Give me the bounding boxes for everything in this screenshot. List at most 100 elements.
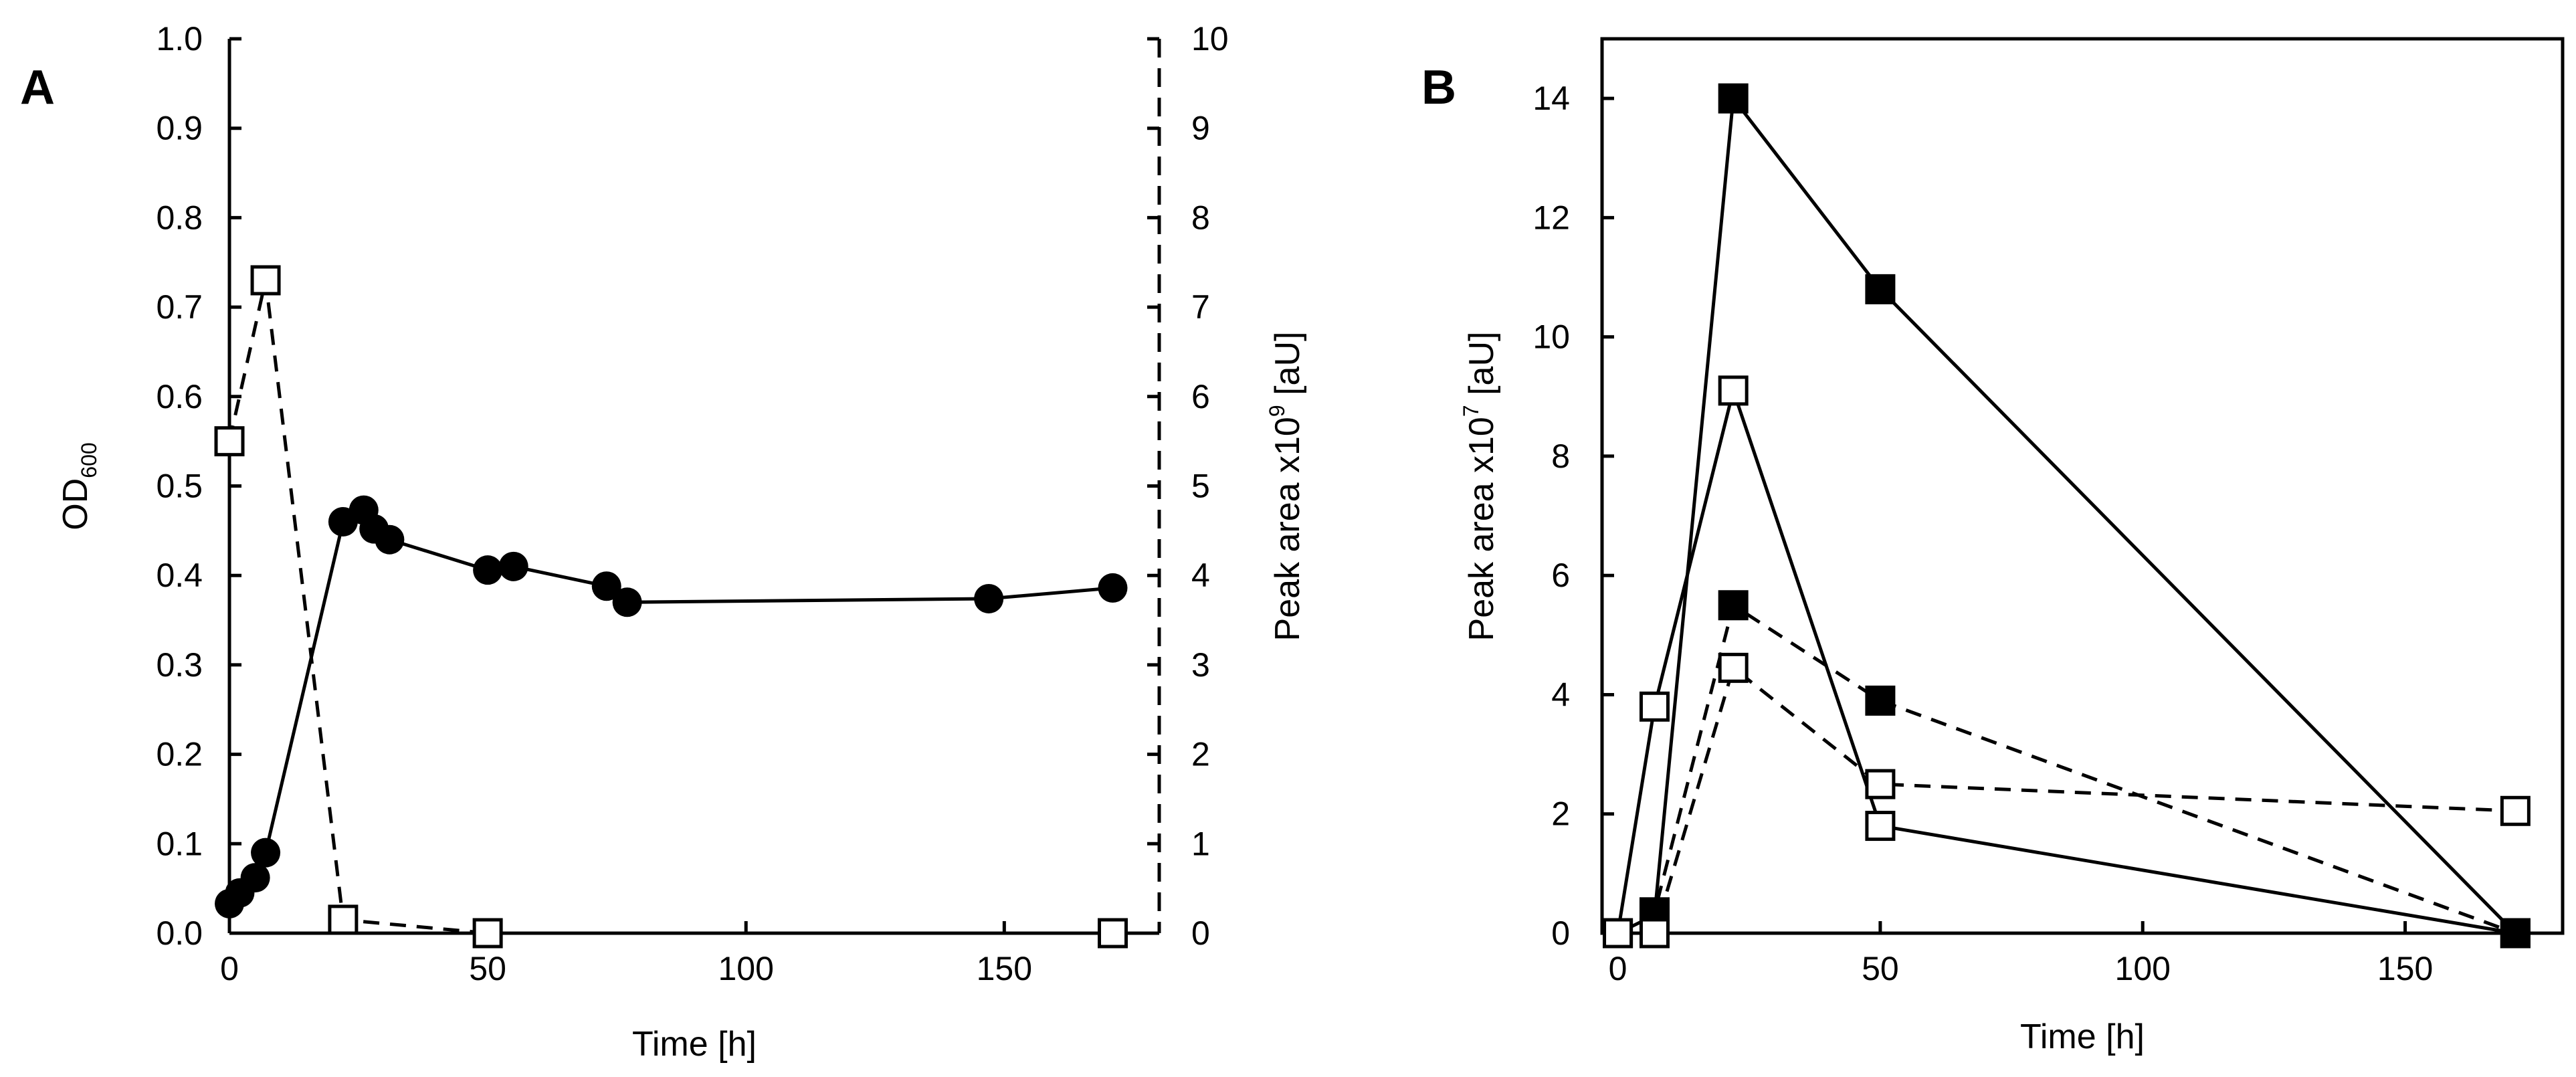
panel-a-right-axis-title: Peak area x109 [aU] — [1265, 332, 1307, 642]
panel-a-x-tick-label: 150 — [977, 950, 1032, 987]
panel-a-left-tick-label: 1.0 — [156, 20, 203, 58]
panel-b-y-tick-label: 6 — [1551, 557, 1570, 594]
panel-b-x-tick-labels: 0 50 100 150 — [1609, 950, 2434, 987]
panel-a-ticks — [227, 37, 1159, 935]
panel-a-series-1-point-4 — [1098, 918, 1128, 949]
panel-b-y-tick-label: 8 — [1551, 437, 1570, 475]
panel-b-series-2 — [1603, 590, 2531, 949]
panel-b-series-2-point-3 — [1865, 685, 1896, 716]
panel-b-y-tick-label: 2 — [1551, 795, 1570, 833]
od-label: OD — [56, 478, 95, 530]
peak-area-exponent: 9 — [1265, 405, 1289, 417]
panel-b-series-2-line — [1617, 602, 2516, 935]
panel-a-series-1 — [214, 265, 1128, 949]
panel-a-left-tick-label: 0.8 — [156, 199, 203, 236]
panel-a-series-1-point-0 — [214, 426, 245, 457]
panel-a-series — [214, 265, 1128, 949]
peak-area-label: Peak area x10 — [1268, 417, 1307, 641]
panel-a-left-tick-label: 0.5 — [156, 468, 203, 505]
panel-b-x-tick-label: 100 — [2115, 950, 2171, 987]
panel-b-series-3-line — [1617, 665, 2516, 935]
panel-a-left-axis-title: OD600 — [56, 442, 101, 530]
panel-a-series-0-point-8 — [473, 555, 503, 585]
panel-a-left-tick-label: 0.7 — [156, 288, 203, 326]
panel-b-series-3-point-3 — [1865, 769, 1896, 799]
panel-b-series-3-point-4 — [2500, 795, 2531, 826]
panel-a-right-tick-label: 1 — [1191, 825, 1210, 862]
panel-b-series-3-point-2 — [1718, 652, 1749, 683]
panel-a-right-tick-label: 4 — [1191, 557, 1210, 594]
panel-a-left-tick-label: 0.0 — [156, 914, 203, 952]
panel-b-y-tick-labels: 0 2 4 6 8 10 12 14 — [1532, 80, 1570, 952]
peak-area-label-b: Peak area x10 — [1462, 417, 1501, 641]
panel-b-series-1-point-1 — [1639, 691, 1670, 722]
panel-a-left-tick-label: 0.6 — [156, 378, 203, 415]
panel-a-right-tick-label: 2 — [1191, 736, 1210, 773]
panel-a-series-0-point-11 — [612, 587, 642, 617]
panel-a-series-0 — [215, 495, 1128, 918]
od-subscript: 600 — [77, 442, 101, 478]
panel-a-y-tick-labels-left: 0.0 0.1 0.2 0.3 0.4 0.5 0.6 0.7 0.8 0.9 1.0 — [156, 20, 203, 952]
panel-b-series-2-point-4 — [2500, 918, 2531, 949]
panel-a-series-0-point-7 — [375, 524, 405, 555]
panel-a-x-tick-label: 100 — [718, 950, 774, 987]
panel-b-y-tick-label: 12 — [1532, 199, 1570, 236]
panel-a-right-tick-label: 5 — [1191, 468, 1210, 505]
panel-a-x-tick-labels: 0 50 100 150 — [220, 950, 1032, 987]
panel-a-series-0-point-2 — [240, 863, 270, 893]
panel-a-x-axis-title: Time [h] — [632, 1025, 757, 1064]
peak-area-exponent-b: 7 — [1459, 405, 1483, 417]
peak-area-unit: [aU] — [1268, 332, 1307, 405]
panel-b-letter: B — [1421, 61, 1456, 114]
panel-b-series-1-point-2 — [1718, 375, 1749, 406]
panel-a-series-0-line — [228, 508, 1113, 905]
panel-b-series-0-point-3 — [1865, 274, 1896, 304]
panel-a-right-tick-label: 0 — [1191, 914, 1210, 952]
panel-b-series-3-point-1 — [1639, 918, 1670, 949]
panel-b-x-tick-label: 0 — [1609, 950, 1627, 987]
panel-a-series-1-point-3 — [472, 918, 503, 949]
panel-a-right-tick-label: 8 — [1191, 199, 1210, 236]
panel-a-right-tick-label: 6 — [1191, 378, 1210, 415]
panel-b-series-0-line — [1617, 94, 2517, 935]
panel-a-series-0-point-9 — [498, 551, 528, 581]
panel-b-series-0-point-2 — [1718, 83, 1749, 114]
panel-b-series-1-point-3 — [1865, 811, 1896, 842]
panel-b-y-tick-label: 0 — [1551, 914, 1570, 952]
panel-a-letter: A — [20, 61, 55, 114]
panel-a-y-tick-labels-right: 0 1 2 3 4 5 6 7 8 9 10 — [1191, 20, 1229, 952]
panel-a-left-tick-label: 0.3 — [156, 646, 203, 684]
panel-b-series-3-point-0 — [1603, 918, 1633, 949]
panel-a-series-1-point-2 — [328, 904, 359, 935]
panel-a-series-0-point-3 — [251, 838, 281, 868]
panel-b-series-1-line — [1616, 384, 2516, 935]
panel-a-x-tick-label: 0 — [220, 950, 239, 987]
panel-a-series-0-point-13 — [1098, 573, 1128, 603]
peak-area-unit-b: [aU] — [1462, 332, 1501, 405]
panel-b-series-0 — [1603, 83, 2531, 949]
panel-b-series-2-point-2 — [1718, 590, 1749, 621]
panel-b-y-tick-label: 4 — [1551, 676, 1570, 713]
panel-a-left-tick-label: 0.9 — [156, 110, 203, 147]
panel-a-right-tick-label: 10 — [1191, 20, 1229, 58]
panel-b-y-axis-title: Peak area x107 [aU] — [1459, 332, 1501, 642]
panel-a-series-0-point-10 — [591, 571, 621, 601]
panel-b-series-3 — [1603, 652, 2531, 949]
panel-a-series-1-point-1 — [250, 265, 281, 296]
panel-a-left-tick-label: 0.2 — [156, 736, 203, 773]
panel-a-right-tick-label: 7 — [1191, 288, 1210, 326]
panel-a-left-tick-label: 0.4 — [156, 557, 203, 594]
panel-a-left-tick-label: 0.1 — [156, 825, 203, 862]
panel-b-y-tick-label: 14 — [1532, 80, 1570, 117]
panel-b-x-axis-title: Time [h] — [2020, 1017, 2145, 1056]
panel-b-series — [1603, 83, 2531, 949]
panel-a: A 0.0 0.1 0.2 0.3 0.4 0.5 0.6 0.7 0.8 0.9 1.0 0 1 2 3… — [20, 20, 1307, 1064]
panel-b-x-tick-label: 50 — [1862, 950, 1899, 987]
panel-b-frame — [1600, 37, 2565, 935]
panel-a-right-tick-label: 3 — [1191, 646, 1210, 684]
panel-b-y-tick-label: 10 — [1532, 318, 1570, 356]
panel-b-x-tick-label: 150 — [2377, 950, 2433, 987]
panel-a-series-0-point-12 — [974, 583, 1004, 613]
panel-a-right-tick-label: 9 — [1191, 110, 1210, 147]
